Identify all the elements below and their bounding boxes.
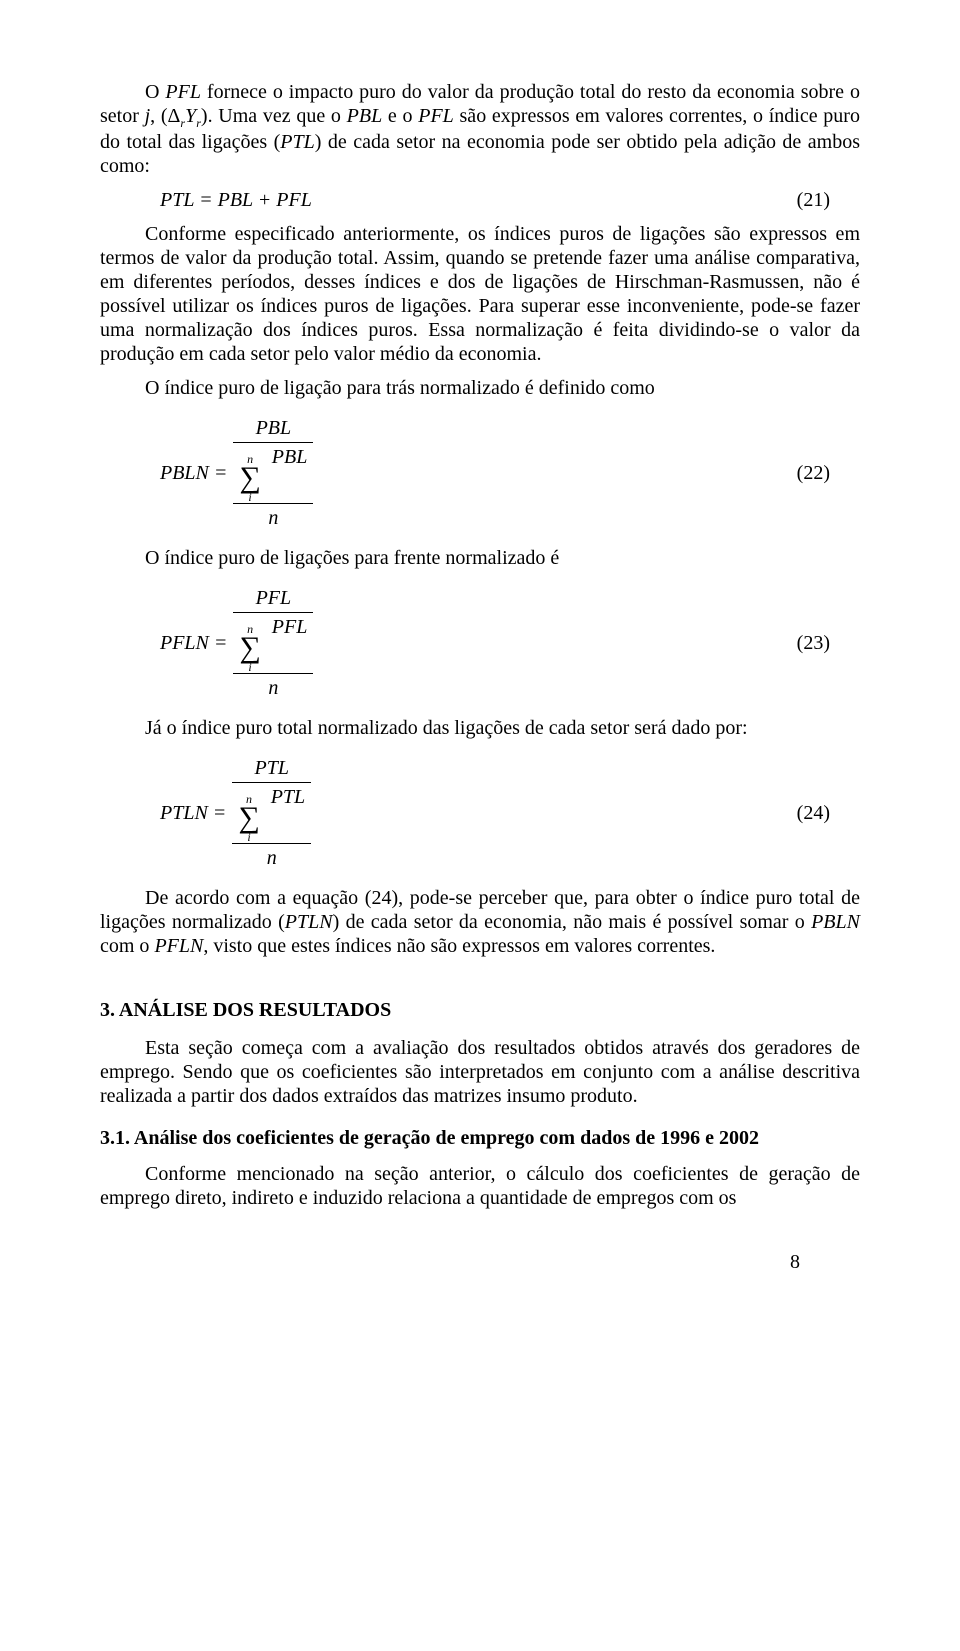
subsection-3-1-heading: 3.1. Análise dos coeficientes de geração…	[100, 1126, 860, 1150]
sigma-icon: ∑	[239, 633, 260, 663]
para1-ptl: PTL	[280, 131, 314, 153]
eq23-lhs: PFLN =	[160, 631, 227, 655]
equation-23: PFLN = PFL n ∑ i PFL n (23)	[100, 580, 860, 706]
sigma-icon: ∑	[239, 463, 260, 493]
eq22-number: (22)	[797, 461, 860, 485]
paragraph-1: O PFL fornece o impacto puro do valor da…	[100, 80, 860, 178]
paragraph-4: O índice puro de ligações para frente no…	[100, 546, 860, 570]
eq21-number: (21)	[797, 188, 860, 212]
eq23-numerator: PFL	[252, 586, 296, 612]
equation-22: PBLN = PBL n ∑ i PBL n (22)	[100, 410, 860, 536]
para1-lead: O	[145, 81, 165, 103]
paragraph-5: Já o índice puro total normalizado das l…	[100, 716, 860, 740]
para1-and: e o	[382, 105, 418, 127]
eq22-numerator: PBL	[252, 416, 296, 442]
eq22-lhs: PBLN =	[160, 461, 227, 485]
eq24-numerator: PTL	[251, 756, 293, 782]
paragraph-3: O índice puro de ligação para trás norma…	[100, 376, 860, 400]
delta-expression: (ΔrYr)	[161, 105, 208, 127]
eq24-number: (24)	[797, 801, 860, 825]
paragraph-7: Esta seção começa com a avaliação dos re…	[100, 1036, 860, 1108]
paragraph-8: Conforme mencionado na seção anterior, o…	[100, 1162, 860, 1210]
eq21-body: PTL = PBL + PFL	[160, 189, 312, 211]
eq22-fraction: PBL n ∑ i PBL n	[233, 416, 313, 530]
eq23-number: (23)	[797, 631, 860, 655]
para1-pbl: PBL	[347, 105, 383, 127]
section-3-heading: 3. ANÁLISE DOS RESULTADOS	[100, 998, 860, 1022]
eq24-fraction: PTL n ∑ i PTL n	[232, 756, 311, 870]
sigma-icon: ∑	[238, 803, 259, 833]
para1-pfl2: PFL	[418, 105, 454, 127]
para1-pfl: PFL	[165, 81, 201, 103]
paragraph-2: Conforme especificado anteriormente, os …	[100, 222, 860, 366]
equation-21: PTL = PBL + PFL (21)	[100, 188, 860, 212]
paragraph-6: De acordo com a equação (24), pode-se pe…	[100, 886, 860, 958]
equation-24: PTLN = PTL n ∑ i PTL n (24)	[100, 750, 860, 876]
para1-comma: ,	[150, 105, 161, 127]
eq24-lhs: PTLN =	[160, 801, 226, 825]
para1-after: . Uma vez que o	[208, 105, 347, 127]
eq23-fraction: PFL n ∑ i PFL n	[233, 586, 313, 700]
page-number: 8	[100, 1250, 860, 1274]
